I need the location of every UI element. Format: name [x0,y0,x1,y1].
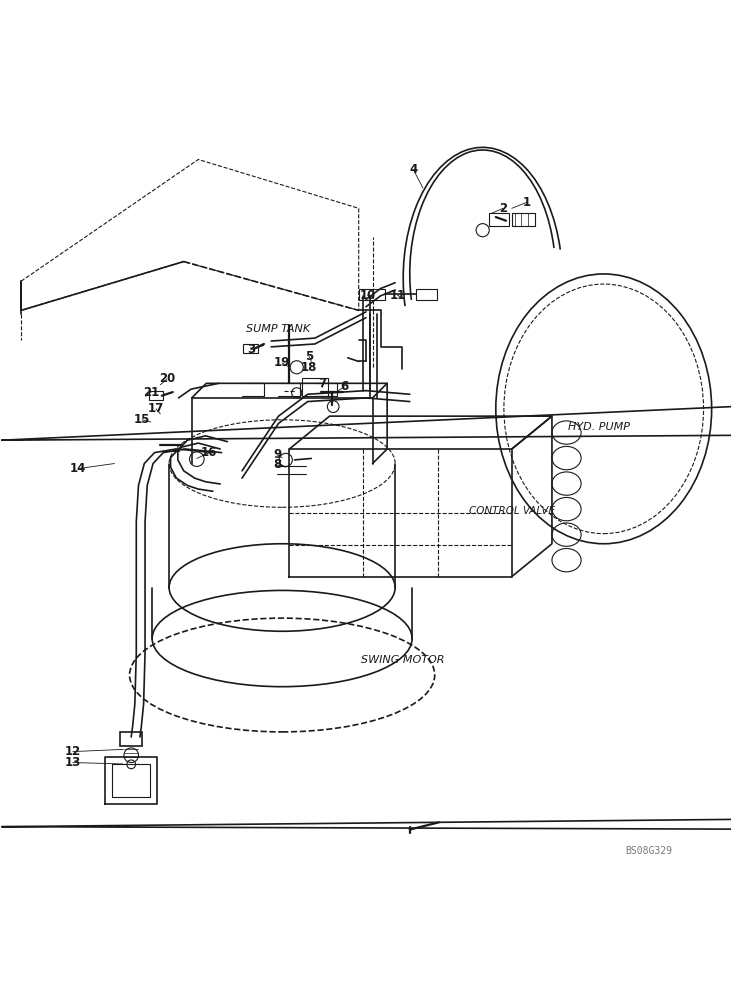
Text: 1: 1 [523,196,531,209]
Text: 13: 13 [64,756,81,769]
Text: 12: 12 [64,745,81,758]
Text: 14: 14 [70,462,86,475]
Text: 15: 15 [134,413,150,426]
Text: HYD. PUMP: HYD. PUMP [568,422,630,432]
Text: 19: 19 [274,356,291,369]
Text: SUMP TANK: SUMP TANK [247,324,310,334]
Text: 10: 10 [359,289,376,302]
Text: 18: 18 [301,361,317,374]
Text: BS08G329: BS08G329 [625,846,672,856]
Text: 2: 2 [499,202,507,215]
Text: SWING MOTOR: SWING MOTOR [361,655,444,665]
Text: 8: 8 [273,458,281,471]
Text: 6: 6 [340,380,348,393]
Text: 16: 16 [201,446,217,459]
Text: 7: 7 [318,377,326,390]
Text: 9: 9 [273,448,281,461]
Text: 5: 5 [305,350,313,363]
Text: 11: 11 [389,289,406,302]
Text: CONTROL VALVE: CONTROL VALVE [468,506,555,516]
Text: 20: 20 [159,372,175,385]
Text: 21: 21 [143,386,159,399]
Text: 4: 4 [409,163,417,176]
Text: 3: 3 [247,343,255,356]
Text: 17: 17 [148,402,164,415]
